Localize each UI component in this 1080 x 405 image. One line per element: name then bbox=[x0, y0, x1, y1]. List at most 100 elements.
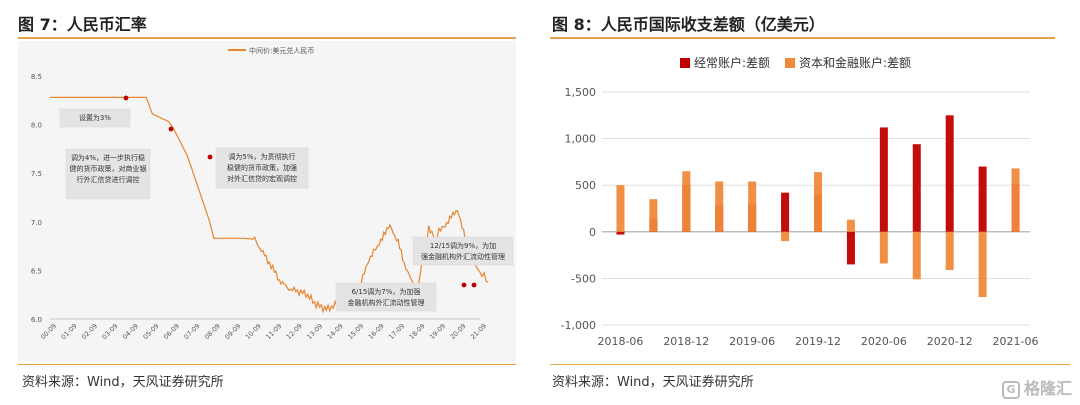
annotation-text: 调为4%，进一步执行稳 bbox=[71, 153, 145, 162]
bar-capital-account bbox=[649, 199, 658, 232]
annotation-marker bbox=[168, 126, 174, 132]
annotation-text: 金融机构外汇流动性管理 bbox=[348, 298, 425, 307]
annotation-marker bbox=[471, 282, 477, 288]
x-tick-label: 01-09 bbox=[60, 322, 79, 341]
left-panel: 图 7：人民币汇率 中间价:美元兑人民币 6.0 6.5 7.0 7.5 8.0 8.5 00… bbox=[18, 15, 516, 390]
watermark: G 格隆汇 bbox=[1001, 375, 1072, 399]
legend-label-capital-account: 资本和金融账户:差额 bbox=[799, 55, 911, 70]
x-tick-label: 10-09 bbox=[244, 322, 263, 341]
bar-capital-account bbox=[781, 231, 790, 242]
annotation-text: 调为5%，为贯彻执行 bbox=[228, 152, 295, 161]
bar-current-account bbox=[945, 115, 954, 232]
y-tick-label: 8.5 bbox=[31, 73, 42, 81]
y-tick-label: 6.5 bbox=[31, 267, 42, 275]
bar-current-account bbox=[879, 127, 888, 232]
x-tick-label: 21-09 bbox=[469, 322, 488, 341]
bar-current-account bbox=[846, 231, 855, 265]
left-source-text: 资料来源：Wind，天风证券研究所 bbox=[22, 375, 224, 390]
x-tick-label: 2021-06 bbox=[993, 335, 1039, 348]
x-tick-label: 17-09 bbox=[387, 322, 406, 341]
annotation-text: 6/15调为7%，为加强 bbox=[352, 287, 421, 296]
x-tick-label: 14-09 bbox=[326, 322, 345, 341]
annotation-1: 设置为3% bbox=[59, 95, 131, 128]
x-tick-label: 18-09 bbox=[408, 322, 427, 341]
right-panel: 图 8：人民币国际收支差额（亿美元） 经常账户:差额 资本和金融账户:差额 1,50… bbox=[540, 0, 1080, 405]
x-tick-label: 2018-06 bbox=[597, 335, 643, 348]
annotation-marker bbox=[207, 154, 213, 160]
x-tick-label: 2018-12 bbox=[663, 335, 709, 348]
x-tick-label: 07-09 bbox=[182, 322, 201, 341]
annotation-marker bbox=[123, 95, 129, 101]
y-tick-label: -500 bbox=[571, 272, 596, 285]
x-tick-label: 19-09 bbox=[428, 322, 447, 341]
right-source-text: 资料来源：Wind，天风证券研究所 bbox=[552, 375, 754, 390]
bar-current-account bbox=[781, 192, 790, 232]
bar-capital-account bbox=[715, 181, 724, 232]
left-chart-area: 中间价:美元兑人民币 6.0 6.5 7.0 7.5 8.0 8.5 00-09 01-09 02… bbox=[18, 41, 516, 361]
series-line-cny bbox=[50, 96, 489, 314]
bar-capital-account bbox=[748, 181, 757, 232]
x-tick-label: 13-09 bbox=[305, 322, 324, 341]
bar-capital-account bbox=[1011, 168, 1020, 232]
y-tick-label: 1,500 bbox=[565, 86, 597, 99]
y-tick-label: 1,000 bbox=[565, 133, 597, 146]
y-tick-label: 7.0 bbox=[31, 219, 42, 227]
annotation-text: 强金融机构外汇流动性管理 bbox=[421, 252, 505, 261]
watermark-text: 格隆汇 bbox=[1023, 379, 1072, 398]
x-tick-label: 15-09 bbox=[346, 322, 365, 341]
bar-current-account bbox=[616, 231, 625, 235]
legend-swatch-current-account bbox=[680, 58, 690, 68]
x-tick-label: 2020-12 bbox=[927, 335, 973, 348]
right-bottom-rule bbox=[550, 364, 1070, 365]
g-logo-icon: G bbox=[1001, 380, 1020, 399]
annotation-box bbox=[65, 148, 151, 200]
x-tick-label: 06-09 bbox=[162, 322, 181, 341]
x-tick-label: 12-09 bbox=[285, 322, 304, 341]
legend-label-current-account: 经常账户:差额 bbox=[694, 55, 770, 70]
left-figure-title: 图 7：人民币汇率 bbox=[18, 15, 147, 34]
right-title-rule bbox=[550, 37, 1055, 39]
bar-capital-account bbox=[879, 231, 888, 264]
x-tick-label: 09-09 bbox=[223, 322, 242, 341]
bar-capital-account bbox=[945, 231, 954, 271]
legend-label: 中间价:美元兑人民币 bbox=[249, 46, 314, 55]
annotation-text: 设置为3% bbox=[79, 113, 111, 122]
annotation-box bbox=[215, 147, 309, 189]
bar-capital-account bbox=[846, 219, 855, 232]
x-tick-label: 20-09 bbox=[449, 322, 468, 341]
x-tick-label: 11-09 bbox=[264, 322, 283, 341]
y-tick-label: 8.0 bbox=[31, 122, 42, 130]
x-tick-label: 05-09 bbox=[141, 322, 160, 341]
bar-current-account bbox=[978, 166, 987, 232]
balance-of-payments-chart: 经常账户:差额 资本和金融账户:差额 1,500 1,000 500 0 -500 -1,00… bbox=[561, 55, 1039, 348]
x-tick-label: 03-09 bbox=[101, 322, 120, 341]
annotation-marker bbox=[461, 282, 467, 288]
x-tick-label: 08-09 bbox=[203, 322, 222, 341]
y-tick-label: 0 bbox=[589, 226, 596, 239]
annotation-text: 稳健的货币政策，加强 bbox=[227, 163, 297, 172]
x-tick-label: 2019-06 bbox=[729, 335, 775, 348]
x-tick-label: 2019-12 bbox=[795, 335, 841, 348]
y-tick-label: 500 bbox=[575, 179, 596, 192]
bar-capital-account bbox=[912, 231, 921, 280]
y-tick-label: -1,000 bbox=[561, 319, 596, 332]
bar-capital-account bbox=[814, 172, 822, 232]
legend-swatch-capital-account bbox=[785, 58, 795, 68]
bar-capital-account bbox=[978, 231, 987, 298]
x-tick-label: 00-09 bbox=[39, 322, 58, 341]
y-tick-label: 6.0 bbox=[31, 316, 42, 324]
x-tick-label: 2020-06 bbox=[861, 335, 907, 348]
annotation-box bbox=[59, 108, 131, 128]
x-tick-label: 02-09 bbox=[80, 322, 99, 341]
bar-capital-account bbox=[682, 171, 691, 232]
annotation-text: 12/15调为9%，为加 bbox=[430, 241, 496, 250]
annotation-box bbox=[412, 236, 514, 266]
bar-capital-account bbox=[616, 185, 625, 232]
annotation-text: 行外汇信贷进行调控 bbox=[77, 175, 140, 184]
bar-current-account bbox=[912, 144, 921, 232]
annotation-text: 健的货币政策，对商业银 bbox=[70, 164, 147, 173]
